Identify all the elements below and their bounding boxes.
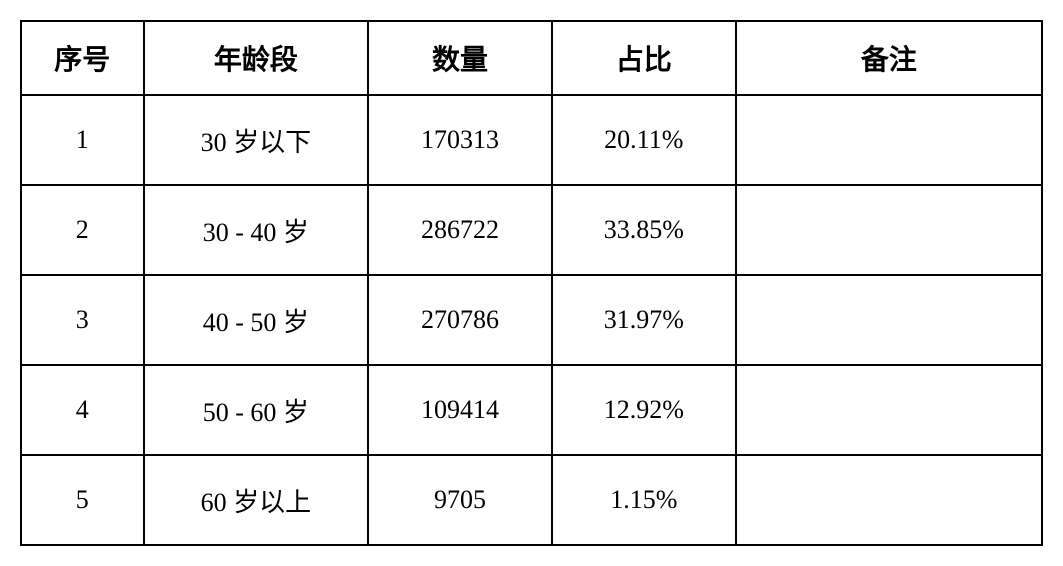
cell-seq: 2: [21, 185, 144, 275]
cell-age: 50 - 60 岁: [144, 365, 369, 455]
table-row: 5 60 岁以上 9705 1.15%: [21, 455, 1042, 545]
cell-seq: 3: [21, 275, 144, 365]
cell-count: 270786: [368, 275, 552, 365]
cell-remark: [736, 185, 1042, 275]
age-distribution-table-container: 序号 年龄段 数量 占比 备注 1 30 岁以下 170313 20.11% 2…: [20, 20, 1043, 546]
cell-ratio: 1.15%: [552, 455, 736, 545]
cell-seq: 1: [21, 95, 144, 185]
cell-age: 30 - 40 岁: [144, 185, 369, 275]
cell-age: 30 岁以下: [144, 95, 369, 185]
table-row: 3 40 - 50 岁 270786 31.97%: [21, 275, 1042, 365]
cell-ratio: 20.11%: [552, 95, 736, 185]
header-remark: 备注: [736, 21, 1042, 95]
cell-ratio: 33.85%: [552, 185, 736, 275]
cell-ratio: 31.97%: [552, 275, 736, 365]
cell-remark: [736, 275, 1042, 365]
table-row: 2 30 - 40 岁 286722 33.85%: [21, 185, 1042, 275]
cell-remark: [736, 365, 1042, 455]
header-seq: 序号: [21, 21, 144, 95]
table-body: 1 30 岁以下 170313 20.11% 2 30 - 40 岁 28672…: [21, 95, 1042, 545]
cell-age: 40 - 50 岁: [144, 275, 369, 365]
cell-seq: 5: [21, 455, 144, 545]
cell-count: 286722: [368, 185, 552, 275]
cell-count: 109414: [368, 365, 552, 455]
cell-ratio: 12.92%: [552, 365, 736, 455]
cell-count: 170313: [368, 95, 552, 185]
cell-seq: 4: [21, 365, 144, 455]
age-distribution-table: 序号 年龄段 数量 占比 备注 1 30 岁以下 170313 20.11% 2…: [20, 20, 1043, 546]
cell-remark: [736, 455, 1042, 545]
table-head: 序号 年龄段 数量 占比 备注: [21, 21, 1042, 95]
header-ratio: 占比: [552, 21, 736, 95]
header-age: 年龄段: [144, 21, 369, 95]
cell-age: 60 岁以上: [144, 455, 369, 545]
cell-count: 9705: [368, 455, 552, 545]
table-row: 1 30 岁以下 170313 20.11%: [21, 95, 1042, 185]
header-count: 数量: [368, 21, 552, 95]
cell-remark: [736, 95, 1042, 185]
table-row: 4 50 - 60 岁 109414 12.92%: [21, 365, 1042, 455]
header-row: 序号 年龄段 数量 占比 备注: [21, 21, 1042, 95]
